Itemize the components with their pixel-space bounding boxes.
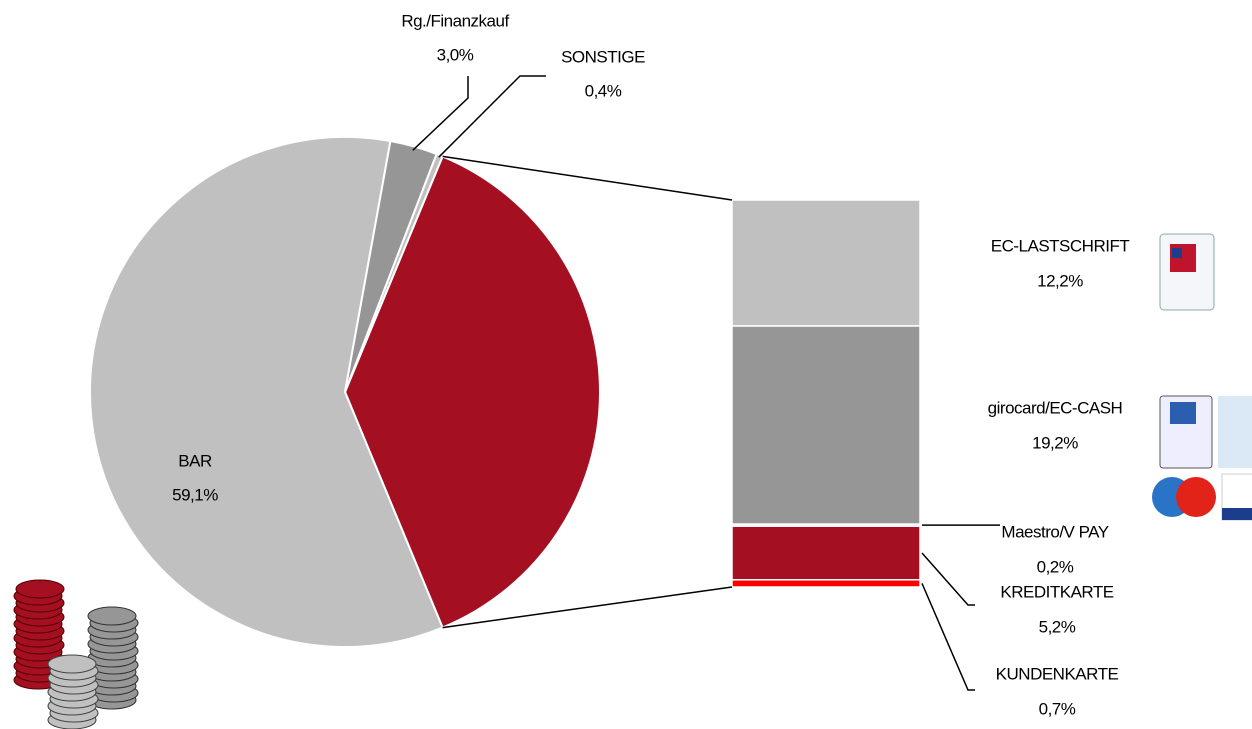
bar-label-name: KREDITKARTE xyxy=(1000,582,1113,601)
coin xyxy=(47,654,97,674)
bar-segment xyxy=(731,579,921,588)
pie-slice xyxy=(89,136,444,648)
bar-label-name: girocard/EC-CASH xyxy=(988,398,1123,417)
bar-label-name: EC-LASTSCHRIFT xyxy=(991,236,1130,255)
leader-line xyxy=(412,76,469,151)
ec-icon-mark xyxy=(1172,248,1182,258)
bar-label-value: 5,2% xyxy=(1039,617,1076,636)
bar-label-value: 19,2% xyxy=(1032,433,1078,452)
bar-segment xyxy=(731,325,921,525)
pie-slice xyxy=(344,152,444,393)
icons xyxy=(1152,233,1252,521)
leader-line xyxy=(921,583,975,691)
pie-label-name: Rg./Finanzkauf xyxy=(401,11,509,30)
connector xyxy=(442,586,733,629)
pie-label-name: SONSTIGE xyxy=(561,47,645,66)
leader-line xyxy=(438,75,546,158)
pie-label-value: 3,0% xyxy=(437,45,474,64)
pie-slice xyxy=(343,155,601,629)
pie-label-name: BAR xyxy=(178,451,212,470)
pie-label-value: 59,1% xyxy=(172,485,218,504)
bar-label-name: Maestro/V PAY xyxy=(1001,522,1108,541)
leader-line xyxy=(921,552,975,606)
coin xyxy=(15,579,65,599)
maestro-icon xyxy=(1176,477,1216,517)
bar-segment xyxy=(731,199,921,327)
bar-segment xyxy=(731,525,921,581)
pie-label-value: 0,4% xyxy=(585,81,622,100)
bar-label-value: 0,7% xyxy=(1039,699,1076,718)
coin xyxy=(87,606,137,626)
girocard-icon-2 xyxy=(1218,396,1252,468)
bar-label-value: 12,2% xyxy=(1037,271,1083,290)
girocard-icon-mark xyxy=(1170,402,1196,424)
bar-label-name: KUNDENKARTE xyxy=(996,664,1119,683)
connector xyxy=(442,155,733,201)
vpay-icon xyxy=(1222,508,1252,520)
bar-label-value: 0,2% xyxy=(1037,557,1074,576)
